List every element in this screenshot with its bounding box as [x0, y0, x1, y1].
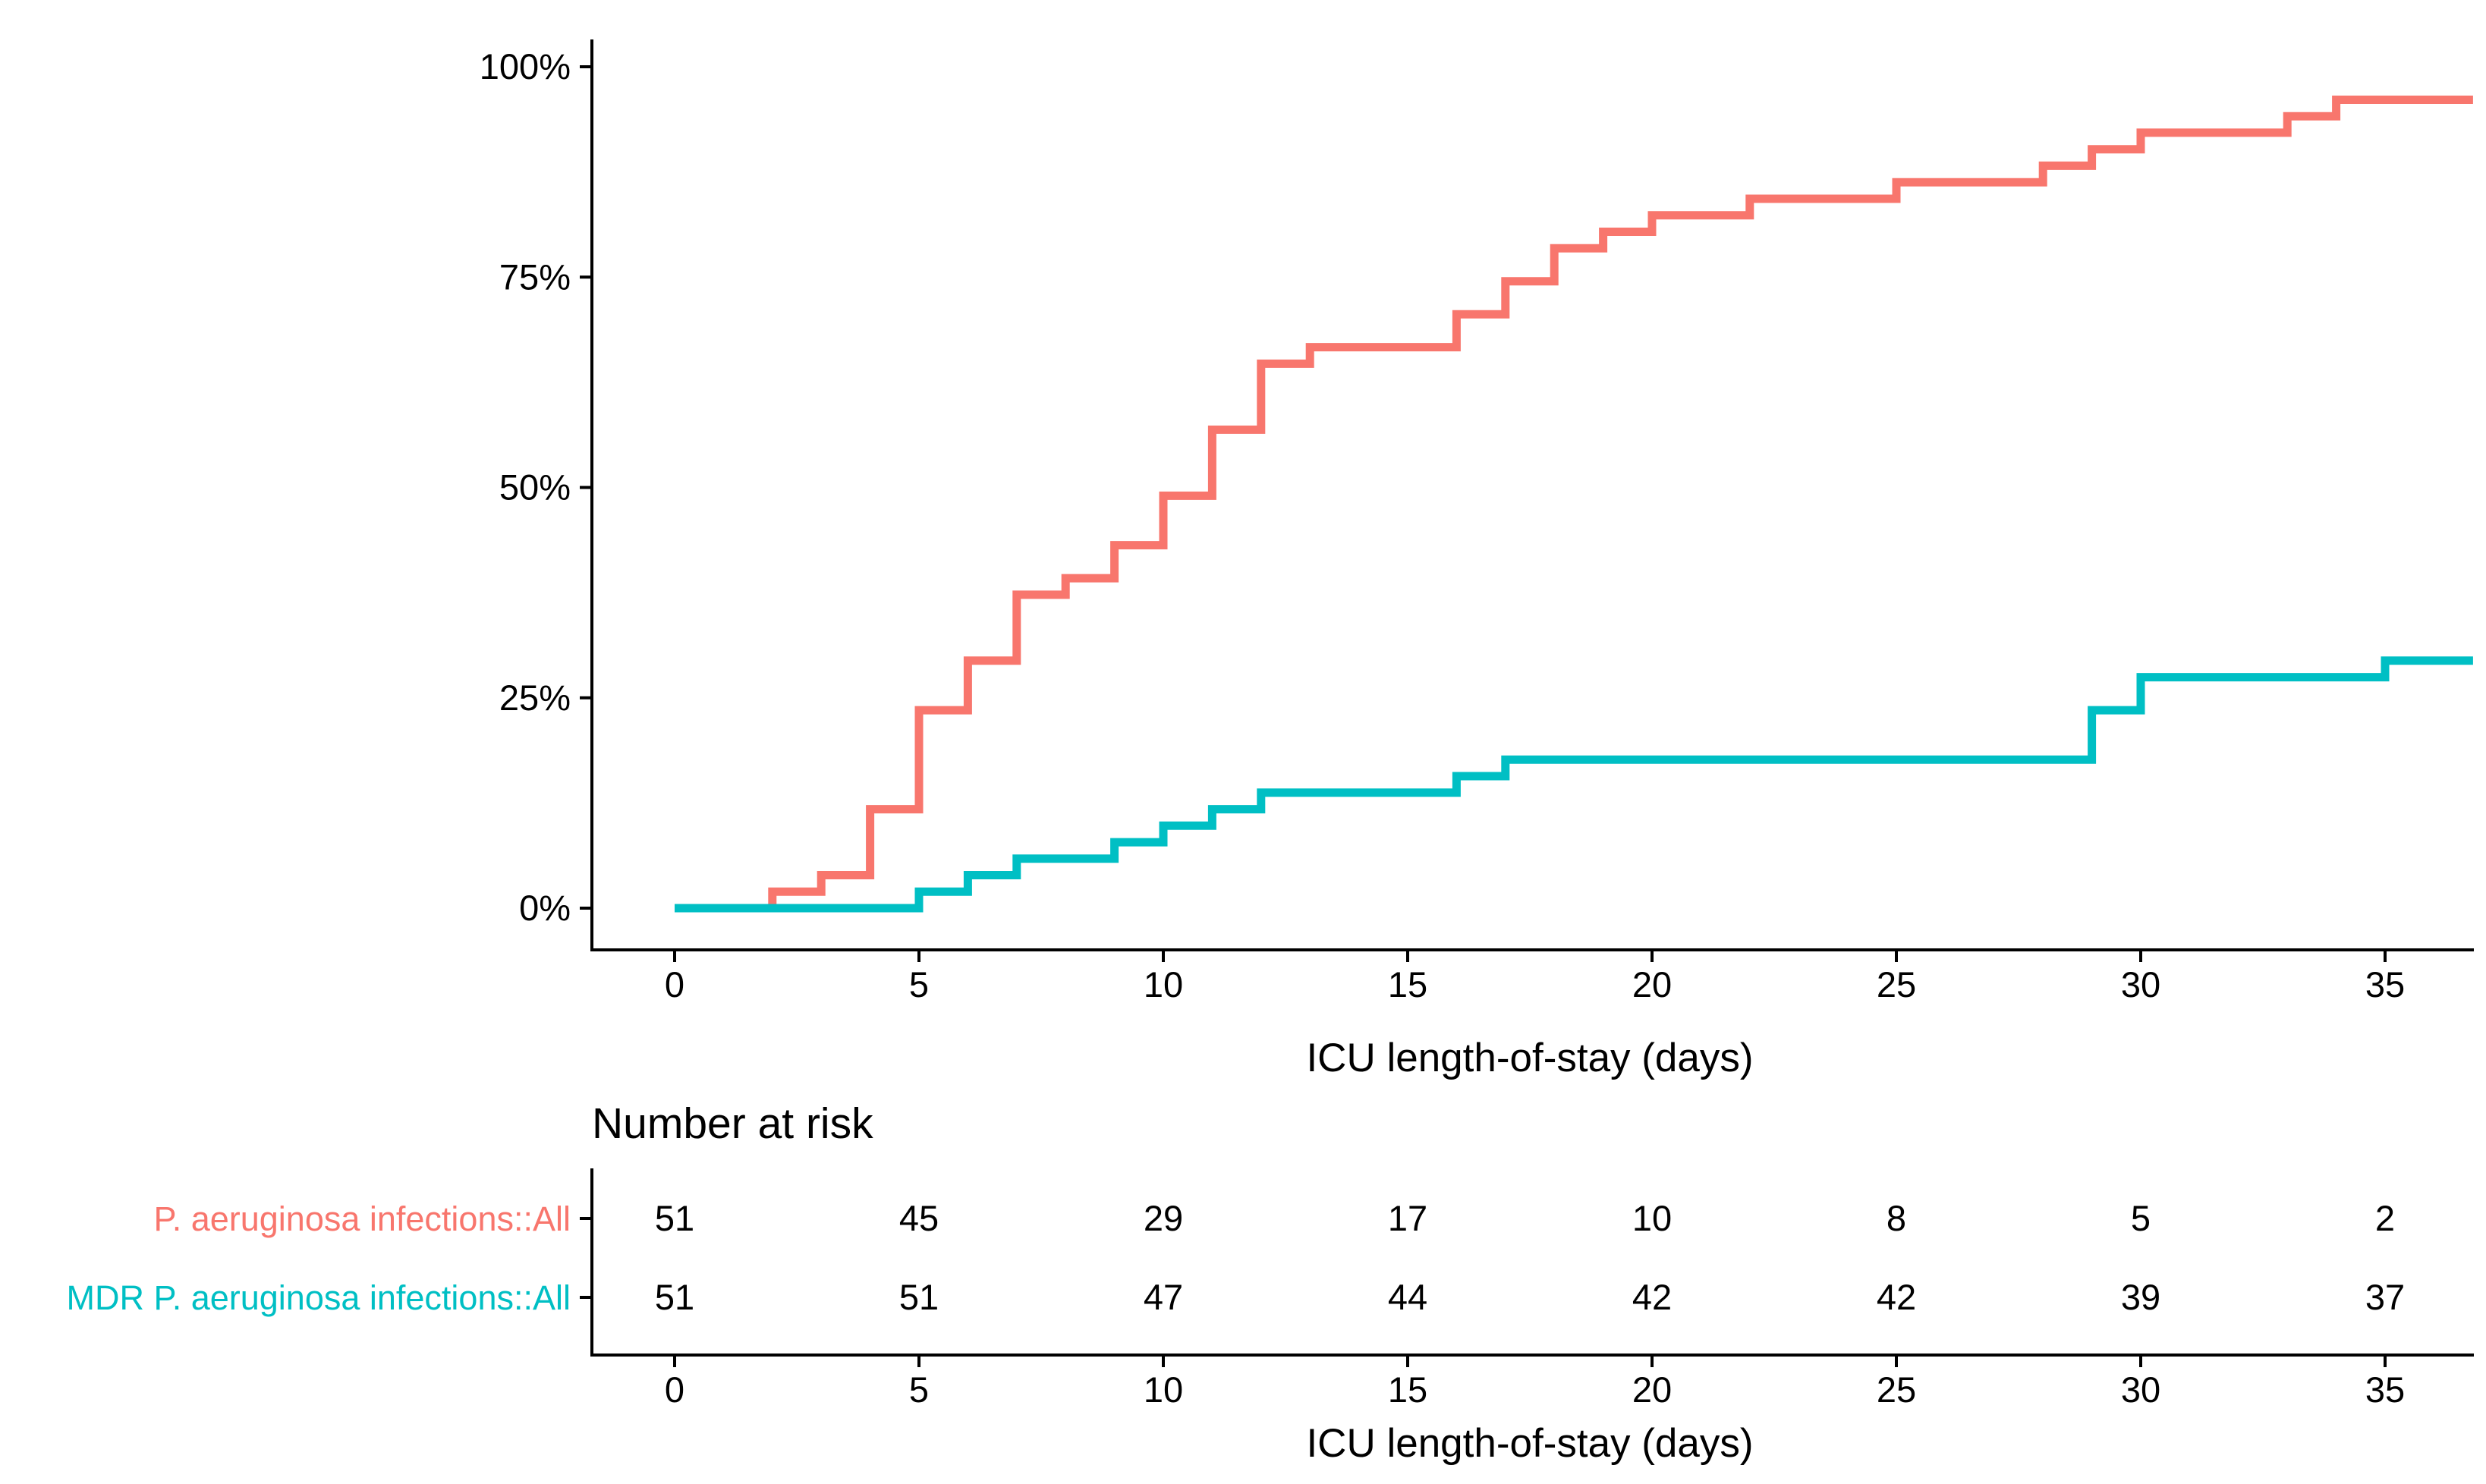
risk-value: 5	[2131, 1198, 2151, 1238]
x-tick-label: 35	[2365, 964, 2405, 1005]
risk-value: 51	[899, 1277, 939, 1317]
risk-value: 45	[899, 1198, 939, 1238]
risk-value: 17	[1388, 1198, 1427, 1238]
x-axis-label: ICU length-of-stay (days)	[1306, 1036, 1753, 1080]
risk-value: 47	[1144, 1277, 1183, 1317]
y-tick-label: 25%	[499, 678, 571, 718]
series-curve-mdr-p-aeruginosa-infections-all	[675, 656, 2473, 913]
risk-value: 2	[2375, 1198, 2395, 1238]
y-tick-label: 0%	[519, 888, 571, 928]
risk-x-tick-label: 0	[665, 1369, 684, 1410]
risk-value: 42	[1632, 1277, 1672, 1317]
risk-value: 44	[1388, 1277, 1427, 1317]
risk-value: 8	[1887, 1198, 1906, 1238]
risk-x-tick-label: 20	[1632, 1369, 1672, 1410]
x-tick-label: 10	[1144, 964, 1183, 1005]
risk-row-label: P. aeruginosa infections::All	[153, 1199, 571, 1238]
risk-value: 39	[2121, 1277, 2160, 1317]
x-tick-label: 5	[909, 964, 929, 1005]
risk-value: 42	[1877, 1277, 1916, 1317]
risk-x-tick-label: 25	[1877, 1369, 1916, 1410]
x-tick-label: 30	[2121, 964, 2160, 1005]
risk-x-tick-label: 10	[1144, 1369, 1183, 1410]
x-tick-label: 0	[665, 964, 684, 1005]
risk-x-tick-label: 30	[2121, 1369, 2160, 1410]
x-tick-label: 25	[1877, 964, 1916, 1005]
risk-x-tick-label: 15	[1388, 1369, 1427, 1410]
risk-table-title: Number at risk	[592, 1099, 873, 1148]
risk-value: 29	[1144, 1198, 1183, 1238]
risk-value: 51	[655, 1198, 694, 1238]
risk-x-tick-label: 5	[909, 1369, 929, 1410]
y-tick-label: 50%	[499, 467, 571, 508]
risk-value: 51	[655, 1277, 694, 1317]
y-tick-label: 100%	[480, 46, 571, 86]
series-curve-p-aeruginosa-infections-all	[675, 96, 2473, 913]
risk-value: 10	[1632, 1198, 1672, 1238]
x-tick-label: 15	[1388, 964, 1427, 1005]
risk-row-label: MDR P. aeruginosa infections::All	[67, 1278, 571, 1317]
y-tick-label: 75%	[499, 256, 571, 297]
risk-x-axis-label: ICU length-of-stay (days)	[1306, 1421, 1753, 1466]
x-tick-label: 20	[1632, 964, 1672, 1005]
risk-x-tick-label: 35	[2365, 1369, 2405, 1410]
risk-value: 37	[2365, 1277, 2405, 1317]
